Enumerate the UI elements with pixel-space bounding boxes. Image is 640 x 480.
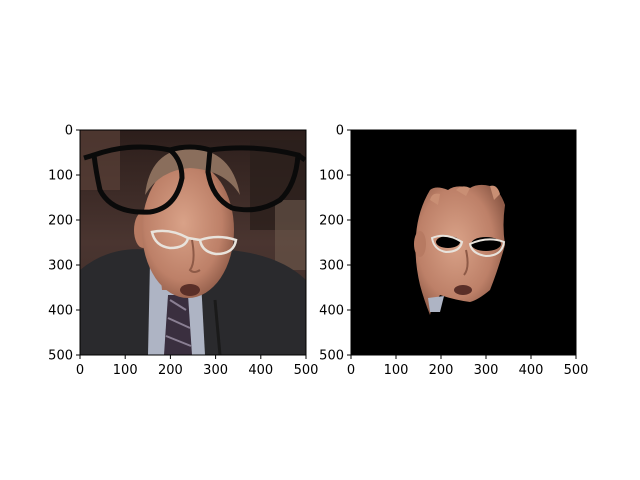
- right-ytick-label: 500: [319, 349, 344, 364]
- right-xtick-label: 300: [474, 363, 499, 378]
- right-ytick-label: 300: [319, 259, 344, 274]
- hair: [145, 148, 240, 195]
- right-ytick-label: 0: [336, 124, 344, 139]
- right-xtick-label: 500: [564, 363, 589, 378]
- left-axes-frame: [79, 129, 307, 356]
- right-xtick-label: 400: [519, 363, 544, 378]
- right-xtick-label: 200: [429, 363, 454, 378]
- left-xtick-label: 200: [158, 363, 183, 378]
- left-ytick-label: 100: [48, 169, 73, 184]
- right-ytick-label: 200: [319, 214, 344, 229]
- face-mask: [415, 184, 505, 315]
- left-xtick-label: 100: [113, 363, 138, 378]
- right-ytick-label: 100: [319, 169, 344, 184]
- left-ytick-label: 200: [48, 214, 73, 229]
- left-ytick-label: 300: [48, 259, 73, 274]
- right-ytick-label: 400: [319, 304, 344, 319]
- left-ytick-label: 500: [48, 349, 73, 364]
- sunglasses-overlay: [83, 144, 306, 215]
- left-xtick-label: 0: [76, 363, 84, 378]
- left-xtick-label: 300: [203, 363, 228, 378]
- right-photo: [351, 130, 576, 355]
- face: [142, 162, 234, 298]
- eyeglasses: [150, 229, 238, 256]
- left-xtick-label: 400: [248, 363, 273, 378]
- left-photo: [80, 130, 306, 355]
- right-xtick-label: 100: [384, 363, 409, 378]
- left-eye-hole: [436, 236, 460, 248]
- left-xtick-label: 500: [294, 363, 319, 378]
- right-xtick-label: 0: [347, 363, 355, 378]
- left-ytick-label: 400: [48, 304, 73, 319]
- right-axes-frame: [350, 129, 577, 356]
- left-ytick-label: 0: [65, 124, 73, 139]
